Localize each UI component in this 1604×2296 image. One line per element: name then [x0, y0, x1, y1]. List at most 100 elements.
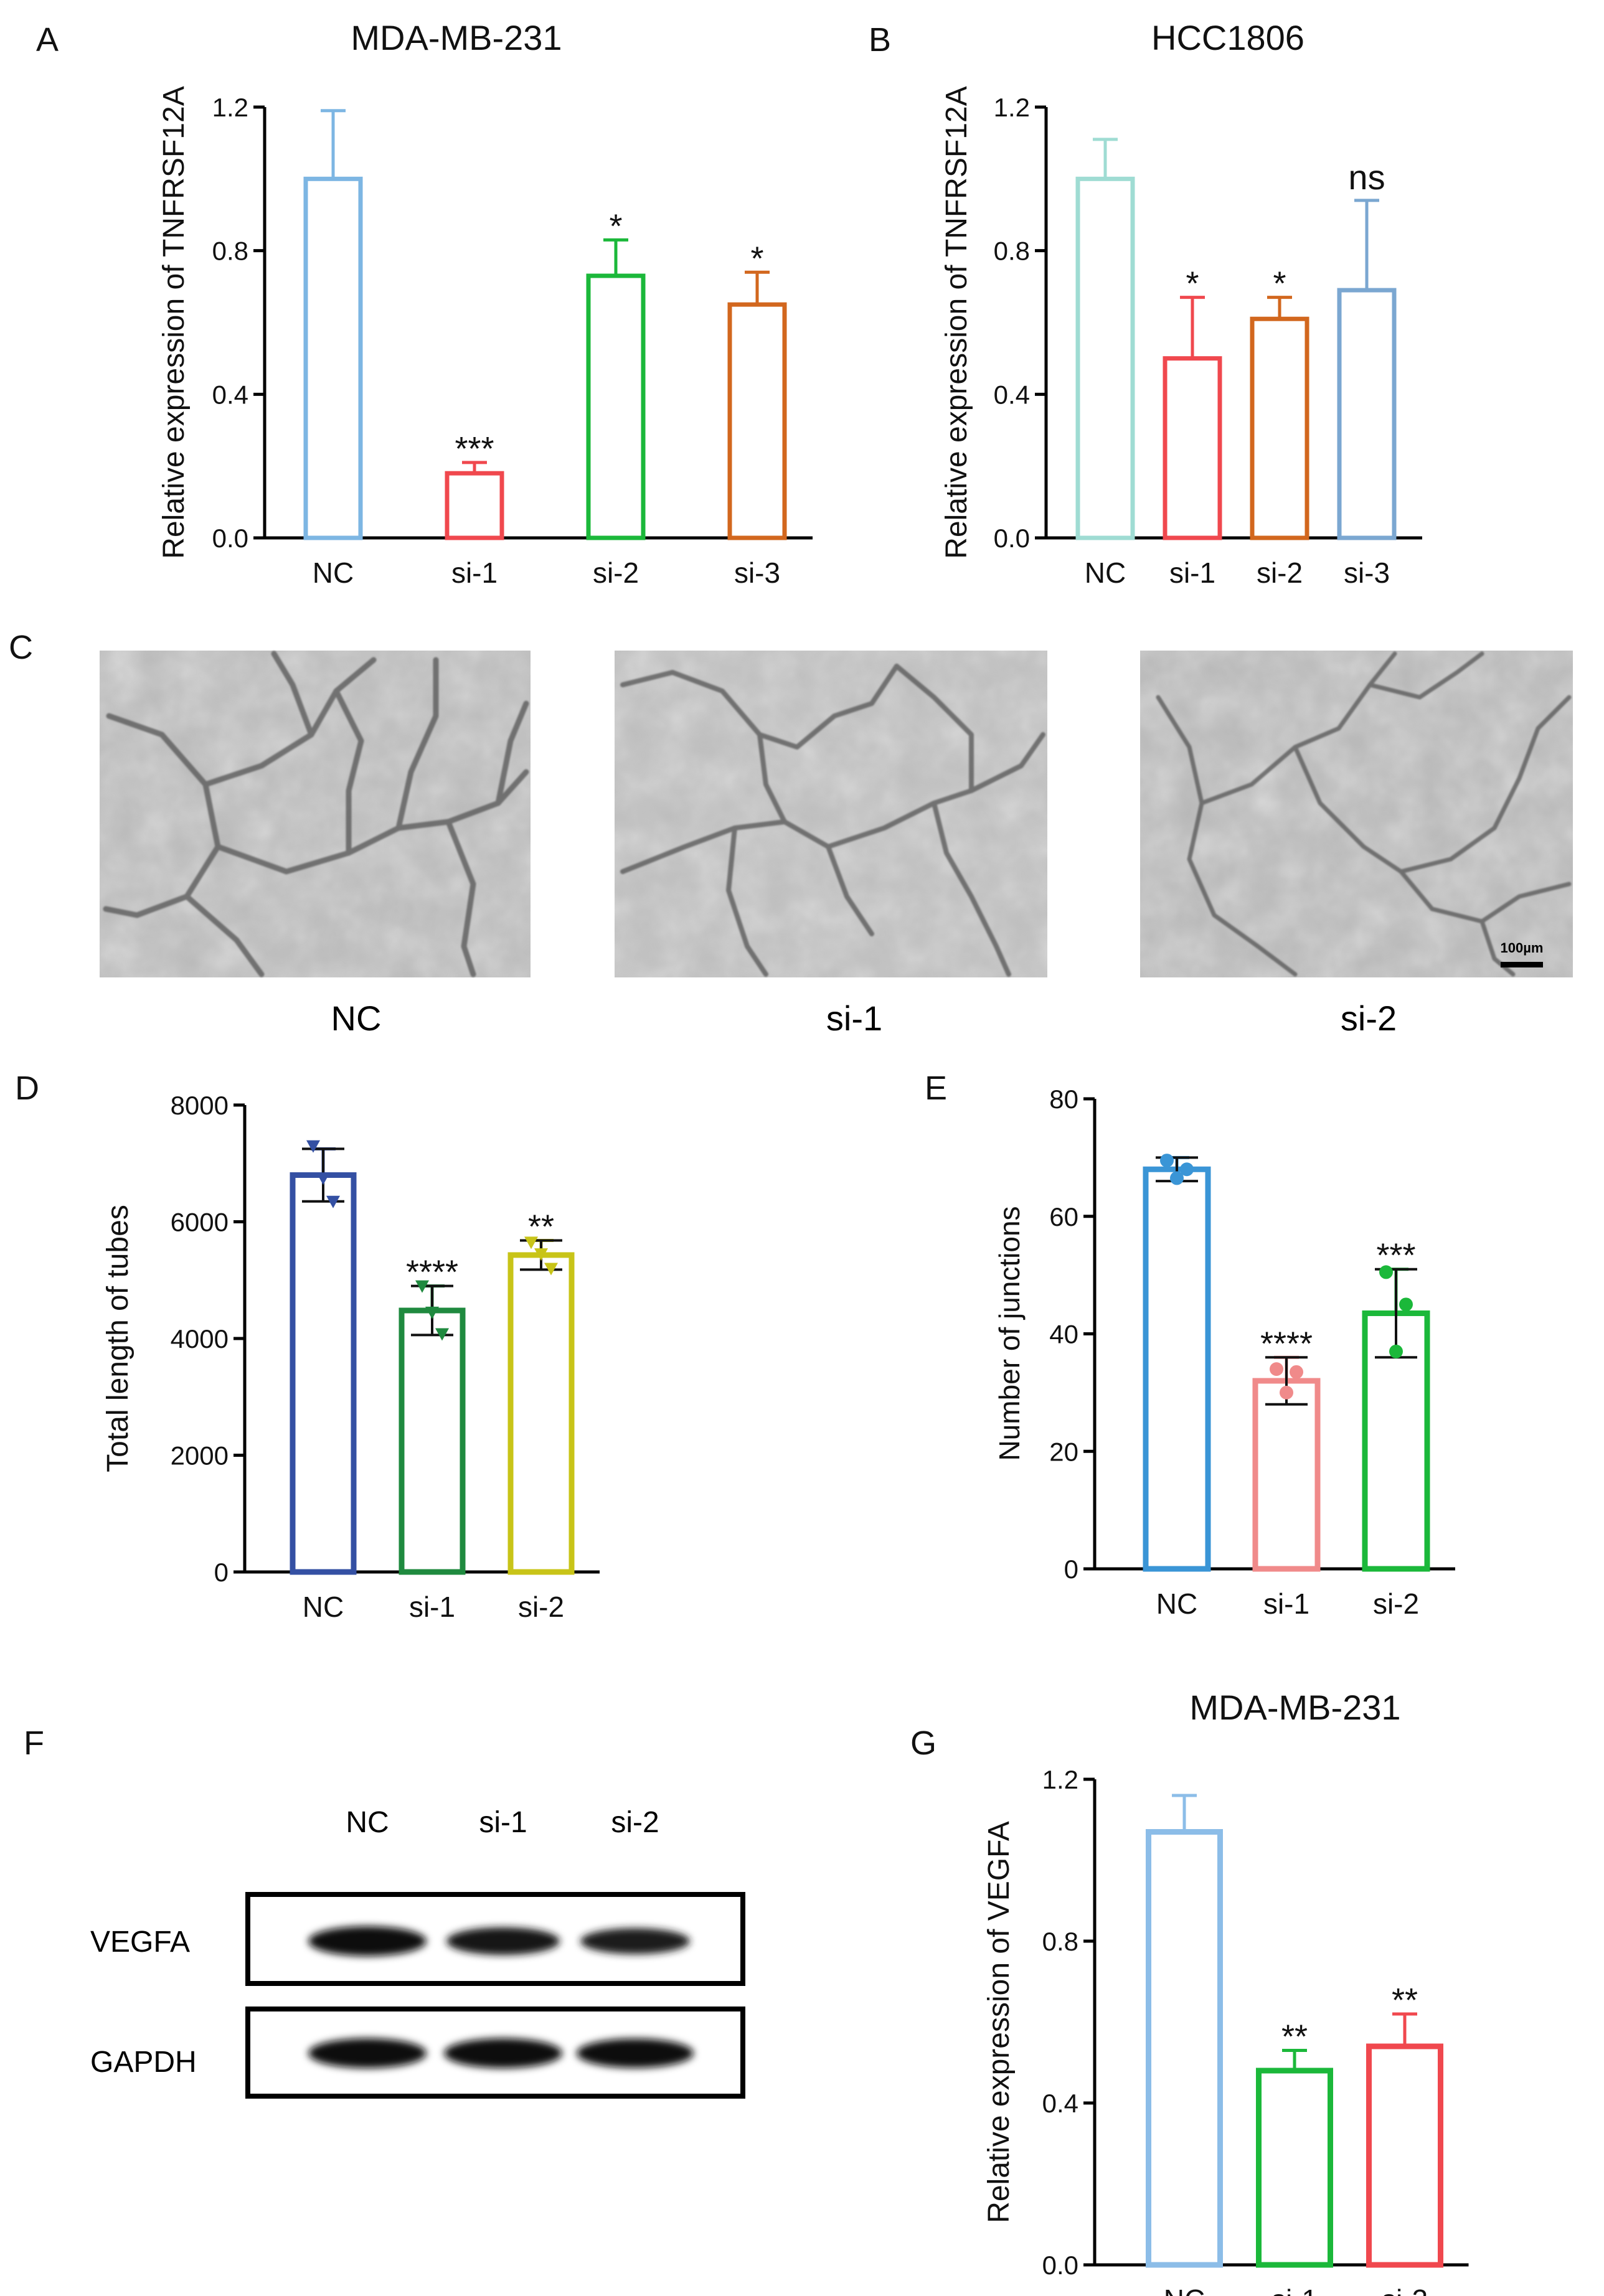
chart-d: Total length of tubes 0 2000 4000 6000 8000 NC… — [101, 1091, 600, 1623]
blot-label-gapdh: GAPDH — [90, 2046, 197, 2079]
data-point — [316, 1172, 330, 1185]
data-point — [415, 1280, 429, 1293]
scale-bar — [1501, 962, 1543, 967]
chart-title: MDA-MB-231 — [1189, 1688, 1400, 1727]
chart-g: MDA-MB-231 Relative expression of VEGFA 0.… — [983, 1688, 1469, 2296]
y-tick-label: 0.0 — [994, 524, 1030, 553]
blot-band-gapdh — [444, 2038, 562, 2068]
x-tick-label: si-2 — [1257, 557, 1303, 589]
panel-label-a: A — [36, 21, 59, 59]
bar-si-2 — [586, 273, 646, 540]
chart-title: MDA-MB-231 — [351, 18, 562, 57]
data-point — [1270, 1362, 1283, 1376]
bar-NC — [1143, 1166, 1211, 1572]
bar-si-1 — [445, 471, 504, 540]
y-tick-label: 6000 — [171, 1208, 229, 1237]
bar-NC — [1146, 1829, 1223, 2268]
y-tick-label: 1.2 — [994, 93, 1030, 122]
bar-NC — [290, 1172, 357, 1575]
x-tick-label: si-1 — [1169, 557, 1215, 589]
y-tick-label: 40 — [1049, 1320, 1078, 1349]
y-tick-label: 60 — [1049, 1202, 1078, 1231]
x-tick-label: si-1 — [1263, 1588, 1309, 1620]
blot-label-vegfa: VEGFA — [90, 1926, 190, 1959]
y-axis-label: Total length of tubes — [101, 1205, 134, 1472]
blot-band-gapdh — [577, 2038, 694, 2068]
x-tick-label: si-2 — [1373, 1588, 1419, 1620]
y-axis-label: Number of junctions — [993, 1206, 1026, 1461]
data-point — [1389, 1344, 1403, 1358]
x-tick-label: si-2 — [518, 1591, 564, 1623]
y-tick-label: 0.0 — [1042, 2251, 1078, 2280]
bar-si-1 — [1252, 1378, 1321, 1572]
data-point — [1170, 1171, 1184, 1185]
x-tick-label: si-1 — [451, 557, 498, 589]
x-tick-label: si-2 — [1382, 2284, 1428, 2296]
blot-lane-nc: NC — [346, 1806, 389, 1839]
x-tick-label: si-1 — [409, 1591, 455, 1623]
data-point — [534, 1248, 548, 1261]
blot-band-vegfa — [308, 1926, 427, 1956]
significance-marker: **** — [1260, 1325, 1313, 1362]
significance-marker: * — [609, 207, 622, 245]
chart-title: HCC1806 — [1151, 18, 1304, 57]
scale-bar-label: 100µm — [1501, 940, 1544, 956]
y-tick-label: 0.0 — [212, 524, 248, 553]
chart-a: MDA-MB-231 Relative expression of TNFRSF1… — [158, 18, 813, 589]
data-point — [524, 1236, 538, 1249]
x-tick-label: si-3 — [1344, 557, 1390, 589]
y-tick-label: 0.8 — [994, 237, 1030, 266]
data-point — [1399, 1297, 1413, 1312]
blot-bands — [308, 1926, 694, 2068]
y-tick-label: 2000 — [171, 1441, 229, 1470]
bar-si-2 — [1250, 316, 1309, 540]
y-tick-label: 0.8 — [212, 237, 248, 266]
y-tick-label: 0 — [214, 1558, 229, 1587]
panel-label-b: B — [869, 21, 891, 59]
y-tick-label: 80 — [1049, 1084, 1078, 1114]
panel-label-f: F — [24, 1724, 44, 1762]
data-point — [1290, 1365, 1303, 1379]
y-tick-label: 1.2 — [212, 93, 248, 122]
blot-lane-si-2: si-2 — [611, 1806, 659, 1839]
bar-si-3 — [727, 302, 787, 540]
data-point — [1379, 1265, 1393, 1279]
data-point — [435, 1328, 449, 1341]
y-axis-label: Relative expression of TNFRSF12A — [158, 86, 191, 558]
bar-si-3 — [1337, 288, 1397, 540]
x-tick-label: NC — [1156, 1588, 1197, 1620]
micrograph-nc — [100, 651, 531, 977]
y-tick-label: 20 — [1049, 1437, 1078, 1466]
y-tick-label: 0.8 — [1042, 1927, 1078, 1956]
data-point — [544, 1263, 558, 1276]
y-axis-label: Relative expression of TNFRSF12A — [940, 86, 973, 558]
significance-marker: ** — [528, 1208, 554, 1246]
blot-lane-si-1: si-1 — [479, 1806, 527, 1839]
data-point — [1180, 1162, 1194, 1177]
x-tick-label: si-2 — [593, 557, 639, 589]
blot-band-vegfa — [580, 1928, 690, 1954]
y-tick-label: 8000 — [171, 1091, 229, 1120]
western-blot: NC si-1 si-2 VEGFA GAPDH — [90, 1806, 745, 2099]
chart-e: Number of junctions 0 20 40 60 80 NC **** si-1 **… — [993, 1084, 1455, 1620]
bar-NC — [303, 176, 363, 540]
significance-marker: * — [1186, 265, 1199, 303]
significance-marker: **** — [406, 1254, 458, 1291]
y-tick-label: 0.4 — [1042, 2089, 1078, 2118]
bar-si-2 — [507, 1252, 575, 1575]
y-tick-label: 0.4 — [994, 380, 1030, 409]
x-tick-label: NC — [313, 557, 354, 589]
micrograph-caption-si-2: si-2 — [1341, 999, 1397, 1038]
y-tick-label: 0.4 — [212, 380, 248, 409]
data-point — [326, 1195, 340, 1208]
micrograph-caption-si-1: si-1 — [826, 999, 882, 1038]
bar-si-1 — [1256, 2068, 1333, 2268]
data-point — [306, 1140, 320, 1153]
blot-band-gapdh — [308, 2038, 427, 2068]
micrograph-si-2: 100µm — [1140, 651, 1573, 977]
micrograph-caption-nc: NC — [331, 999, 382, 1038]
x-tick-label: NC — [1164, 2284, 1205, 2296]
y-tick-label: 0 — [1064, 1555, 1078, 1584]
micrograph-panel: 100µm NC si-1 si-2 — [100, 651, 1573, 1038]
significance-marker: ** — [1281, 2018, 1308, 2056]
